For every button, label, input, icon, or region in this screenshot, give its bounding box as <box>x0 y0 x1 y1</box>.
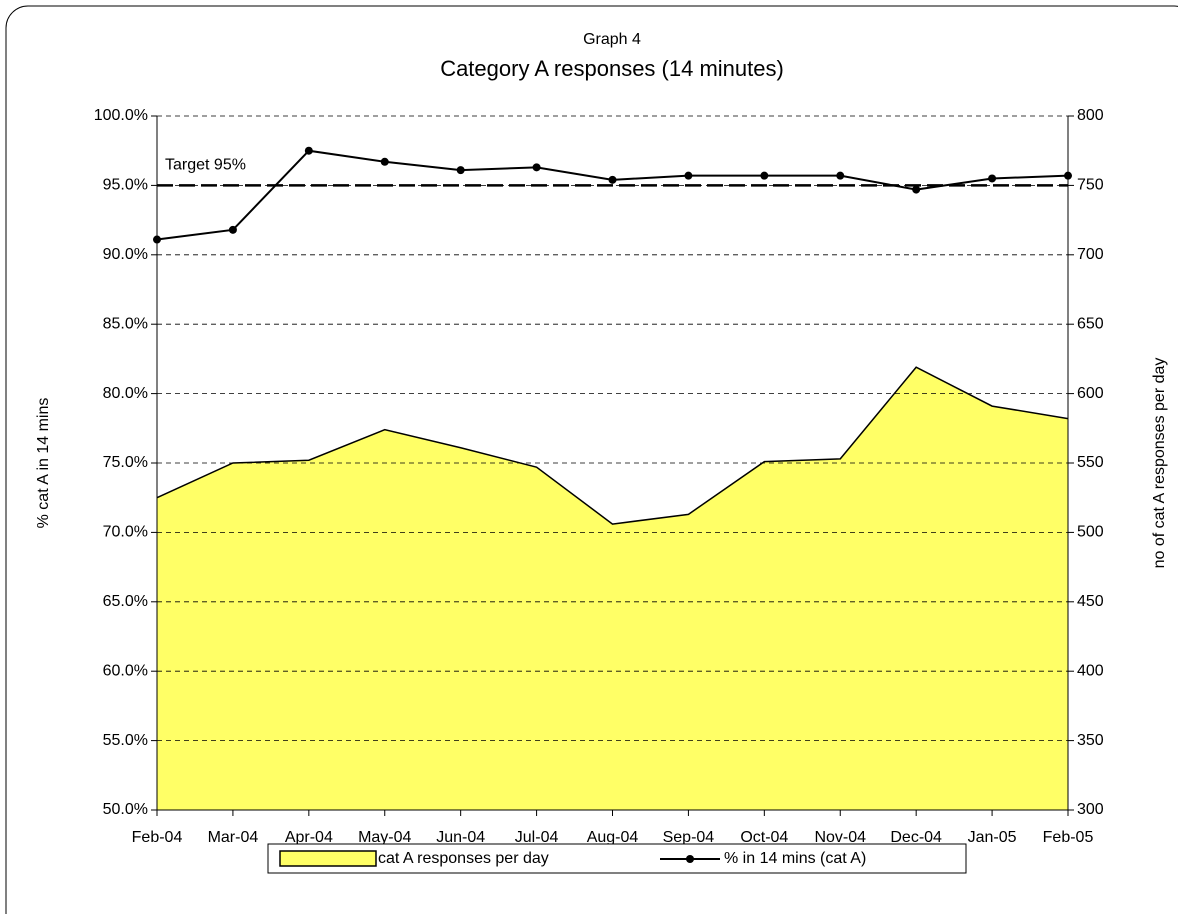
marker <box>153 235 161 244</box>
y-tick-label: 90.0% <box>103 246 148 263</box>
y-axis-label: % cat A in 14 mins <box>35 398 52 529</box>
x-tick-label: Jul-04 <box>515 829 559 846</box>
x-tick-label: Jan-05 <box>968 829 1017 846</box>
y2-tick-label: 550 <box>1077 454 1104 471</box>
y2-tick-label: 750 <box>1077 177 1104 194</box>
x-tick-label: Oct-04 <box>740 829 788 846</box>
y-tick-label: 60.0% <box>103 662 148 679</box>
y2-tick-label: 500 <box>1077 524 1104 541</box>
y2-tick-label: 450 <box>1077 593 1104 610</box>
target-label: Target 95% <box>165 157 246 174</box>
legend-label: % in 14 mins (cat A) <box>724 850 866 867</box>
legend-label: cat A responses per day <box>378 850 549 867</box>
x-tick-label: Mar-04 <box>208 829 259 846</box>
chart-title: Category A responses (14 minutes) <box>440 56 784 81</box>
area <box>157 367 1068 810</box>
marker <box>228 225 237 234</box>
y-tick-label: 55.0% <box>103 732 148 749</box>
x-tick-label: Feb-04 <box>132 829 183 846</box>
y2-tick-label: 600 <box>1077 385 1104 402</box>
y-tick-label: 100.0% <box>94 107 148 124</box>
marker <box>608 175 617 184</box>
y-tick-label: 95.0% <box>103 177 148 194</box>
marker <box>912 185 921 194</box>
marker <box>532 163 541 172</box>
y-tick-label: 85.0% <box>103 315 148 332</box>
y2-tick-label: 400 <box>1077 662 1104 679</box>
marker <box>304 146 313 155</box>
y2-tick-label: 350 <box>1077 732 1104 749</box>
y-tick-label: 75.0% <box>103 454 148 471</box>
marker <box>684 171 693 180</box>
x-tick-label: Dec-04 <box>890 829 942 846</box>
marker <box>988 174 997 183</box>
x-tick-label: Apr-04 <box>285 829 333 846</box>
x-tick-label: Aug-04 <box>587 829 639 846</box>
marker <box>456 166 465 175</box>
x-tick-label: Jun-04 <box>436 829 485 846</box>
area-outline <box>156 366 1069 525</box>
x-tick-label: May-04 <box>358 829 411 846</box>
y2-tick-label: 700 <box>1077 246 1104 263</box>
y2-axis-label: no of cat A responses per day <box>1151 358 1168 569</box>
y2-tick-label: 650 <box>1077 315 1104 332</box>
marker <box>1064 171 1072 180</box>
y2-tick-label: 300 <box>1077 801 1104 818</box>
x-tick-label: Sep-04 <box>663 829 715 846</box>
legend-box <box>267 843 967 874</box>
y-tick-label: 70.0% <box>103 524 148 541</box>
marker <box>836 171 845 180</box>
y2-tick-label: 800 <box>1077 107 1104 124</box>
y-tick-label: 65.0% <box>103 593 148 610</box>
y-tick-label: 80.0% <box>103 385 148 402</box>
x-tick-label: Nov-04 <box>814 829 866 846</box>
legend-swatch <box>279 850 377 867</box>
chart-supertitle: Graph 4 <box>583 31 641 48</box>
y-tick-label: 50.0% <box>103 801 148 818</box>
marker <box>380 157 389 166</box>
legend-marker <box>686 855 694 863</box>
x-tick-label: Feb-05 <box>1043 829 1094 846</box>
marker <box>760 171 769 180</box>
